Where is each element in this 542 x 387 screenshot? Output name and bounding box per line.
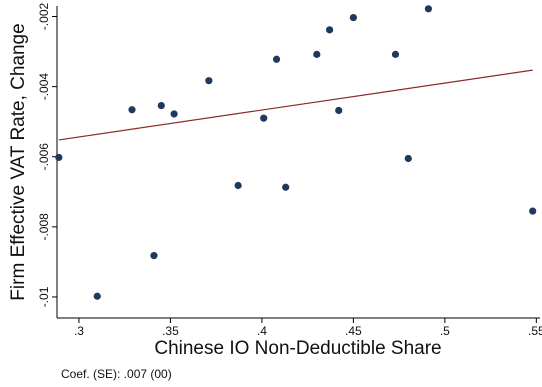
fit-line-layer xyxy=(58,69,533,141)
data-point xyxy=(349,13,357,22)
data-point xyxy=(424,5,432,13)
x-tick-label: .4 xyxy=(257,324,267,338)
data-point xyxy=(128,106,136,114)
data-point xyxy=(313,50,321,58)
x-ticks: .3 .35 .4 .45 .5 .55 xyxy=(74,318,542,338)
y-tick-label: -.008 xyxy=(37,213,51,241)
data-points xyxy=(55,5,537,300)
data-point xyxy=(391,50,400,58)
data-point xyxy=(93,292,101,300)
x-tick-label: .3 xyxy=(74,324,84,338)
y-tick-label: -.002 xyxy=(37,3,51,31)
data-point xyxy=(234,181,242,190)
data-point xyxy=(335,106,343,115)
coefficient-note: Coef. (SE): .007 (00) xyxy=(61,367,172,381)
axes xyxy=(56,6,540,319)
x-tick-label: .45 xyxy=(345,324,362,338)
data-point xyxy=(157,101,165,110)
data-point xyxy=(170,110,178,118)
x-tick-label: .35 xyxy=(162,324,179,338)
y-tick-label: -.006 xyxy=(37,143,51,171)
data-point xyxy=(205,77,213,85)
data-point xyxy=(272,55,281,63)
y-tick-label: -.004 xyxy=(37,73,51,101)
fit-line xyxy=(58,69,533,141)
y-ticks: -.01 -.008 -.006 -.004 -.002 xyxy=(37,3,57,307)
y-tick-label: -.01 xyxy=(37,286,51,307)
x-tick-label: .5 xyxy=(440,324,450,338)
y-axis-title: Firm Effective VAT Rate, Change xyxy=(8,23,29,300)
data-point xyxy=(150,252,158,260)
x-tick-label: .55 xyxy=(528,324,542,338)
data-point xyxy=(404,154,412,163)
x-axis-title: Chinese IO Non-Deductible Share xyxy=(154,338,441,359)
data-point xyxy=(529,207,537,215)
data-point xyxy=(282,183,290,191)
data-point xyxy=(55,153,63,162)
data-point xyxy=(260,114,268,122)
data-point xyxy=(326,26,334,34)
